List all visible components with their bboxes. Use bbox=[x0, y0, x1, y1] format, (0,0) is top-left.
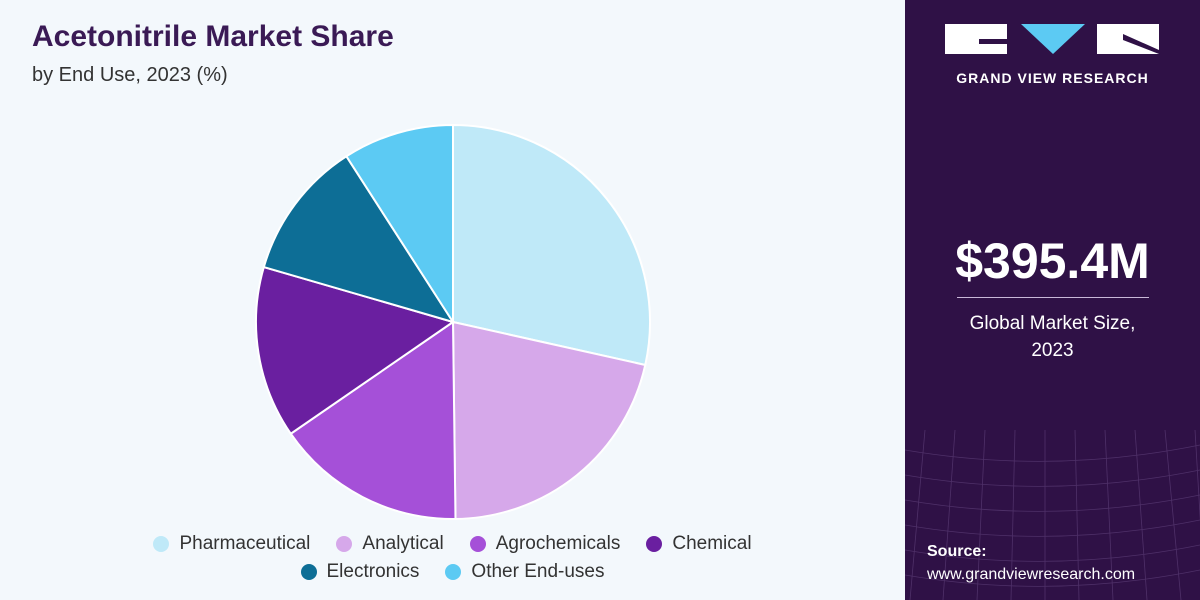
legend-swatch bbox=[153, 536, 170, 552]
chart-title: Acetonitrile Market Share bbox=[32, 20, 394, 53]
chart-panel: Acetonitrile Market Share by End Use, 20… bbox=[0, 0, 905, 600]
legend-label: Agrochemicals bbox=[495, 533, 621, 554]
legend-swatch bbox=[646, 536, 663, 552]
source-label: Source: bbox=[927, 543, 987, 560]
legend-label: Analytical bbox=[362, 533, 444, 554]
legend-swatch bbox=[469, 536, 486, 552]
legend-row-1: Pharmaceutical Analytical Agrochemicals … bbox=[0, 533, 905, 555]
logo-text: GRAND VIEW RESEARCH bbox=[956, 70, 1149, 86]
sidebar-panel: GRAND VIEW RESEARCH $395.4M Global Marke… bbox=[905, 0, 1200, 600]
legend-item-electronics: Electronics bbox=[300, 561, 420, 583]
legend-item-chemical: Chemical bbox=[646, 533, 752, 555]
pie-slice-electronics bbox=[262, 154, 456, 324]
pie-slice-other-end-uses bbox=[345, 123, 454, 326]
legend-swatch bbox=[336, 536, 353, 552]
market-size-label-line1: Global Market Size, bbox=[969, 313, 1136, 334]
legend-row-2: Electronics Other End-uses bbox=[0, 561, 905, 583]
legend-swatch bbox=[445, 564, 462, 580]
pie-slice-analytical bbox=[451, 320, 647, 520]
chart-subtitle: by End Use, 2023 (%) bbox=[32, 64, 228, 86]
legend-swatch bbox=[300, 564, 317, 580]
legend-label: Chemical bbox=[672, 533, 752, 554]
legend-label: Other End-uses bbox=[471, 561, 605, 582]
source-url-link[interactable]: www.grandviewresearch.com bbox=[927, 566, 1136, 583]
legend-item-agrochemicals: Agrochemicals bbox=[469, 533, 621, 555]
legend-label: Pharmaceutical bbox=[179, 533, 311, 554]
legend-item-pharmaceutical: Pharmaceutical bbox=[153, 533, 310, 555]
market-size-label: Global Market Size, 2023 bbox=[905, 310, 1200, 364]
divider bbox=[957, 297, 1149, 298]
pie-slice-agrochemicals bbox=[289, 320, 457, 520]
pie-slice-pharmaceutical bbox=[452, 123, 651, 367]
gvr-logo-icon bbox=[945, 24, 1159, 54]
legend-item-other-end-uses: Other End-uses bbox=[445, 561, 605, 583]
grid-background-decoration bbox=[905, 430, 1200, 600]
market-size-label-line2: 2023 bbox=[1031, 340, 1074, 361]
legend-label: Electronics bbox=[326, 561, 420, 582]
pie-chart bbox=[255, 123, 651, 520]
legend-item-analytical: Analytical bbox=[336, 533, 444, 555]
market-size-value: $395.4M bbox=[955, 233, 1150, 289]
